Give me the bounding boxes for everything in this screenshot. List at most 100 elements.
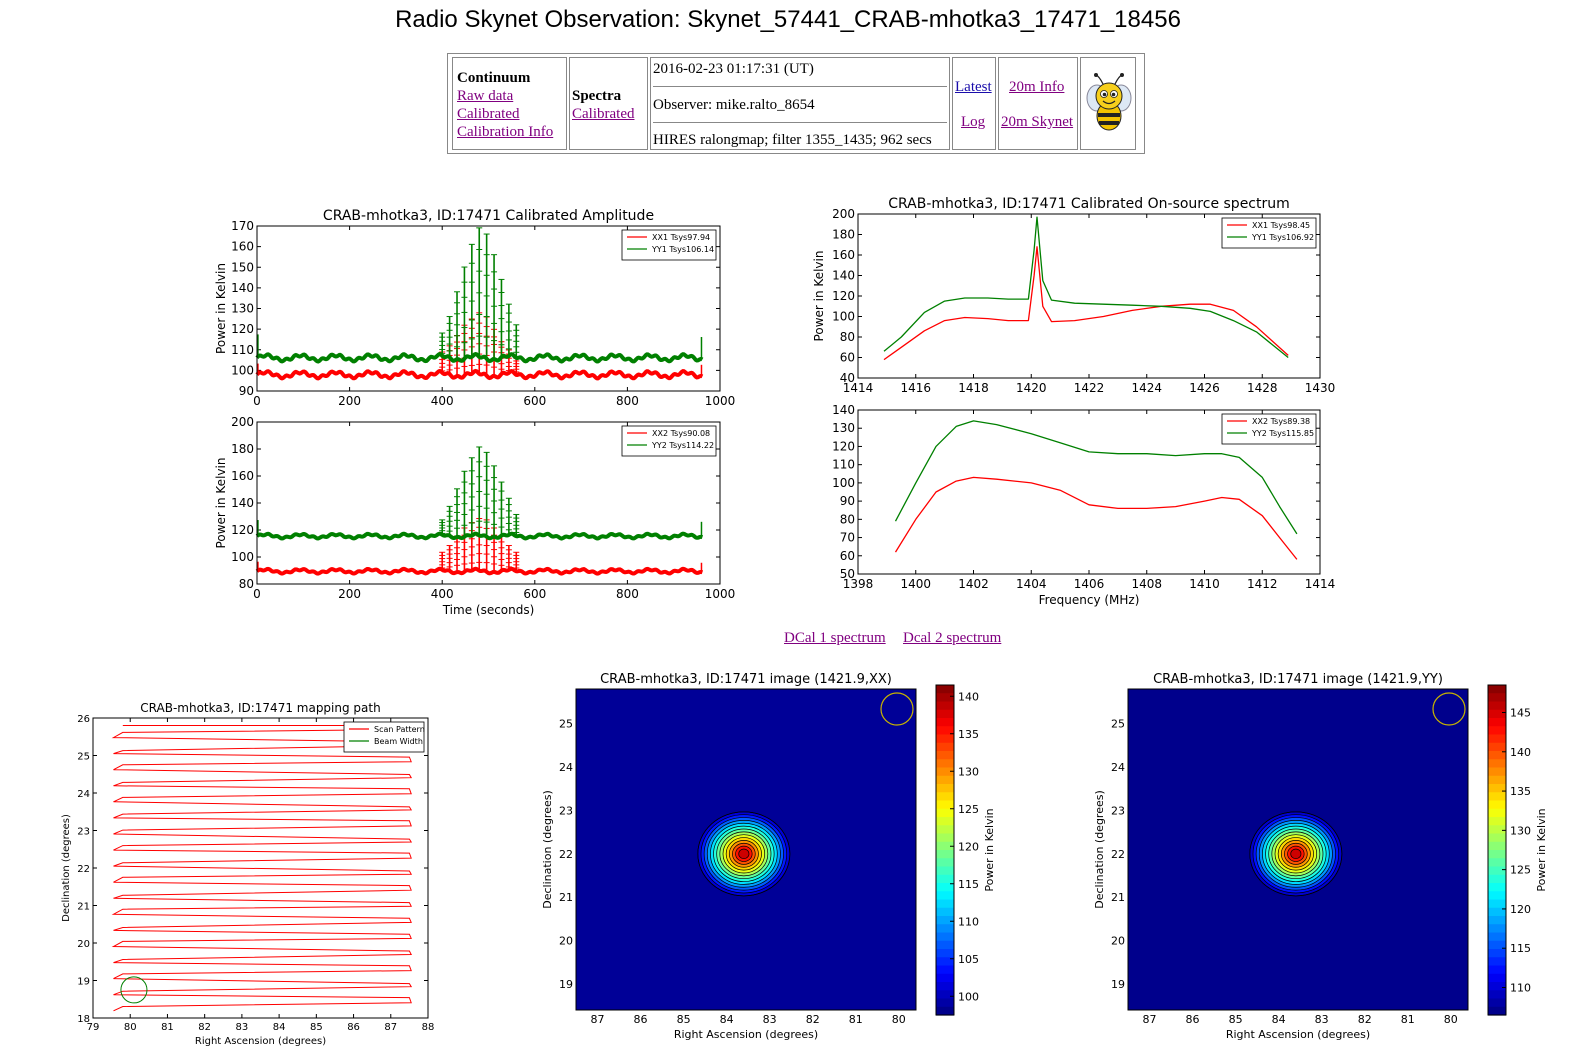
y-tick-label: 150 <box>231 260 254 274</box>
plot-frame <box>1127 688 1469 1011</box>
continuum-cell: Continuum Raw data Calibrated Calibratio… <box>452 57 567 150</box>
colorbar-segment <box>936 841 954 851</box>
colorbar-segment <box>1488 784 1506 793</box>
y-tick-label: 26 <box>77 714 90 725</box>
y-tick-label: 25 <box>559 718 573 731</box>
chart-title: CRAB-mhotka3, ID:17471 Calibrated Amplit… <box>323 208 654 224</box>
colorbar-tick-label: 135 <box>1510 785 1531 798</box>
y-tick-label: 60 <box>840 549 855 563</box>
y-tick-label: 100 <box>832 310 855 324</box>
colorbar-tick-label: 115 <box>1510 942 1531 955</box>
x-tick-label: 84 <box>273 1022 286 1033</box>
colorbar-segment <box>936 784 954 793</box>
x-tick-label: 400 <box>431 587 454 601</box>
legend-box <box>1221 413 1317 445</box>
colorbar-label: Power in Kelvin <box>983 808 996 891</box>
colorbar-segment <box>936 767 954 777</box>
x-tick-label: 0 <box>253 587 261 601</box>
plot-frame <box>857 409 1321 575</box>
y-tick-label: 24 <box>77 789 90 800</box>
x-tick-label: 1406 <box>1074 577 1105 591</box>
y-tick-label: 100 <box>231 363 254 377</box>
colorbar-segment <box>936 825 954 835</box>
y-tick-label: 130 <box>231 302 254 316</box>
colorbar-segment <box>1488 949 1506 958</box>
colorbar-segment <box>1488 825 1506 835</box>
colorbar-segment <box>1488 940 1506 950</box>
x-tick-label: 80 <box>1444 1013 1458 1026</box>
colorbar-segment <box>1488 693 1506 703</box>
colorbar-segment <box>936 907 954 917</box>
colorbar-segment <box>1488 883 1506 892</box>
x-tick-label: 600 <box>523 587 546 601</box>
spectrum-line-YY2 Tsys115.85 <box>894 420 1298 535</box>
y-tick-label: 120 <box>832 439 855 453</box>
continuum-calibrated-link[interactable]: Calibrated <box>457 106 520 122</box>
colorbar-segment <box>1488 701 1506 711</box>
beam-width-circle <box>120 976 148 1004</box>
x-tick-label: 84 <box>720 1013 734 1026</box>
dcal1-spectrum-link[interactable]: DCal 1 spectrum <box>784 630 886 646</box>
legend-label: Beam Width <box>374 737 423 746</box>
legend-box <box>621 229 717 261</box>
log-link[interactable]: Log <box>961 114 986 130</box>
y-tick-label: 140 <box>832 269 855 283</box>
colorbar-segment <box>1488 817 1506 826</box>
colorbar-segment <box>936 957 954 967</box>
20m-info-link[interactable]: 20m Info <box>1009 79 1065 95</box>
colorbar-segment <box>936 792 954 802</box>
plot-frame <box>92 717 429 1019</box>
y-axis-label: Declination (degrees) <box>61 814 72 922</box>
x-tick-label: 81 <box>849 1013 863 1026</box>
x-tick-label: 1422 <box>1074 381 1105 395</box>
20m-skynet-link[interactable]: 20m Skynet <box>1001 114 1074 130</box>
x-tick-label: 87 <box>1143 1013 1157 1026</box>
colorbar-tick-label: 135 <box>958 728 979 741</box>
y-tick-label: 80 <box>239 577 254 591</box>
mapping-path-chart: CRAB-mhotka3, ID:17471 mapping path 79 80 8… <box>61 701 435 1047</box>
colorbar-segment <box>936 850 954 859</box>
x-tick-label: 83 <box>236 1022 249 1033</box>
colorbar-segment <box>936 742 954 752</box>
colorbar-segment <box>936 726 954 736</box>
raw-data-link[interactable]: Raw data <box>457 88 514 104</box>
colorbar-segment <box>1488 709 1506 719</box>
latest-link[interactable]: Latest <box>955 79 992 95</box>
colorbar-tick-label: 110 <box>958 915 979 928</box>
y-tick-label: 140 <box>832 403 855 417</box>
beam-circle <box>880 692 914 726</box>
info-divider <box>653 86 947 87</box>
y-tick-label: 100 <box>832 476 855 490</box>
colorbar-tick-label: 140 <box>958 690 979 703</box>
y-tick-label: 23 <box>1111 804 1125 817</box>
spectrum-line-YY1 Tsys106.92 <box>883 216 1289 359</box>
y-axis-label: Power in Kelvin <box>214 263 228 354</box>
dcal2-spectrum-link[interactable]: Dcal 2 spectrum <box>903 630 1002 646</box>
x-tick-label: 400 <box>431 394 454 405</box>
spectra-calibrated-link[interactable]: Calibrated <box>572 106 635 122</box>
x-tick-label: 1430 <box>1305 381 1336 395</box>
colorbar-segment <box>1488 891 1506 901</box>
colorbar-segment <box>1488 841 1506 851</box>
colorbar-segment <box>1488 833 1506 843</box>
y-tick-label: 40 <box>840 371 855 385</box>
legend-box <box>1221 217 1317 249</box>
colorbar-tick-label: 125 <box>1510 864 1531 877</box>
colorbar-frame <box>935 684 955 1016</box>
colorbar-tick-label: 100 <box>958 990 979 1003</box>
x-tick-label: 1426 <box>1189 381 1220 395</box>
x-axis-label: Time (seconds) <box>442 603 535 617</box>
colorbar-segment <box>1488 685 1506 694</box>
x-tick-label: 88 <box>422 1022 435 1033</box>
colorbar-segment <box>936 858 954 868</box>
calibration-info-link[interactable]: Calibration Info <box>457 124 554 140</box>
y-tick-label: 110 <box>832 458 855 472</box>
colorbar-segment <box>1488 767 1506 777</box>
x-tick-label: 200 <box>338 587 361 601</box>
logo-cell <box>1080 57 1136 150</box>
y-tick-label: 24 <box>1111 761 1125 774</box>
x-tick-label: 600 <box>523 394 546 405</box>
y-tick-label: 21 <box>77 902 90 913</box>
colorbar-segment <box>1488 808 1506 818</box>
colorbar-segment <box>1488 874 1506 884</box>
